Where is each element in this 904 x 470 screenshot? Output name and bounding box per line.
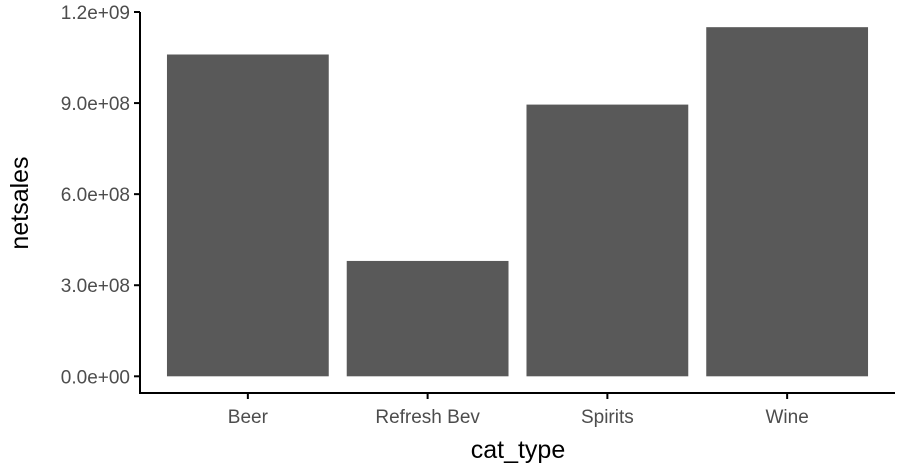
bar-beer (166, 54, 329, 377)
y-tick-label: 6.0e+08 (61, 185, 130, 206)
y-tick-label: 0.0e+00 (61, 367, 130, 388)
bar-spirits (526, 104, 689, 377)
bar-refresh-bev (346, 260, 509, 377)
x-tick-label: Wine (765, 407, 808, 428)
x-tick-label: Spirits (581, 407, 634, 428)
y-axis-ticks: 0.0e+00 3.0e+08 6.0e+08 9.0e+08 1.2e+09 (61, 3, 140, 388)
y-axis-title: netsales (6, 156, 34, 249)
y-tick-label: 1.2e+09 (61, 3, 130, 24)
bar-wine (706, 27, 869, 377)
x-tick-label: Refresh Bev (375, 407, 480, 428)
x-tick-label: Beer (228, 407, 269, 428)
bars-group (166, 27, 869, 377)
y-tick-label: 9.0e+08 (61, 94, 130, 115)
x-axis-ticks: Beer Refresh Bev Spirits Wine (228, 393, 809, 428)
x-axis-title: cat_type (471, 436, 566, 464)
y-tick-label: 3.0e+08 (61, 276, 130, 297)
